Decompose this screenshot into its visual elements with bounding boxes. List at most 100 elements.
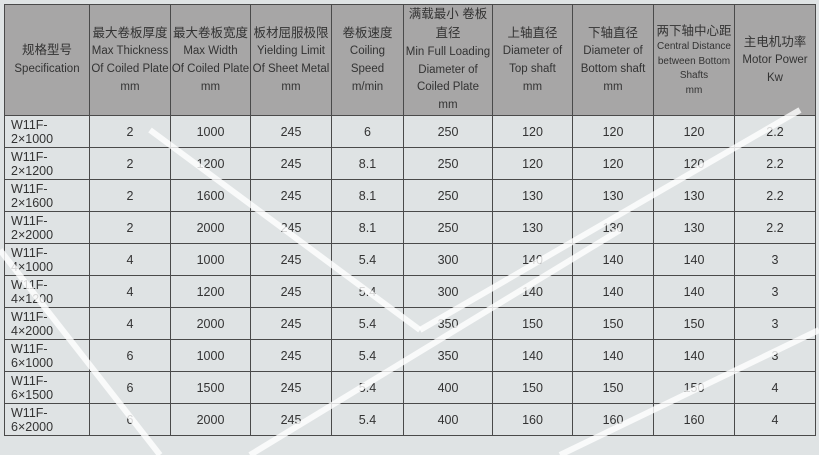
value-cell: 2 <box>89 211 171 244</box>
value-cell: 150 <box>492 307 573 340</box>
table-row: W11F-6×2000 6 2000 245 5.4 400 160 160 160 4 <box>4 403 816 436</box>
header-en: between Bottom <box>657 55 731 67</box>
value-cell: 1000 <box>170 243 251 276</box>
header-zh: 最大卷板宽度 <box>172 25 248 40</box>
header-en: Shafts <box>679 70 709 82</box>
model-cell: W11F-6×2000 <box>4 403 90 436</box>
header-zh: 上轴直径 <box>507 25 558 40</box>
header-en: Yielding Limit <box>257 44 325 57</box>
value-cell: 250 <box>403 115 493 148</box>
value-cell: 160 <box>492 403 573 436</box>
value-cell: 8.1 <box>331 147 404 180</box>
value-cell: 4 <box>734 403 816 436</box>
column-header: 板材屈服极限 Yielding Limit Of Sheet Metal mm <box>250 4 332 116</box>
value-cell: 1200 <box>170 147 251 180</box>
table-row: W11F-6×1000 6 1000 245 5.4 350 140 140 140 3 <box>4 339 816 372</box>
value-cell: 350 <box>403 339 493 372</box>
value-cell: 130 <box>653 179 735 212</box>
header-zh: 最大卷板厚度 <box>92 25 168 40</box>
value-cell: 120 <box>572 115 654 148</box>
value-cell: 245 <box>250 147 332 180</box>
value-cell: 2 <box>89 147 171 180</box>
value-cell: 245 <box>250 371 332 404</box>
header-zh: 卷板速度 <box>342 25 393 40</box>
model-cell: W11F-2×1600 <box>4 179 90 212</box>
value-cell: 250 <box>403 147 493 180</box>
header-en: Central Distance <box>657 41 731 53</box>
value-cell: 300 <box>403 243 493 276</box>
value-cell: 1500 <box>170 371 251 404</box>
value-cell: 3 <box>734 339 816 372</box>
value-cell: 160 <box>572 403 654 436</box>
value-cell: 4 <box>734 371 816 404</box>
value-cell: 5.4 <box>331 275 404 308</box>
value-cell: 250 <box>403 179 493 212</box>
value-cell: 150 <box>492 371 573 404</box>
value-cell: 1200 <box>170 275 251 308</box>
value-cell: 6 <box>89 403 171 436</box>
value-cell: 1000 <box>170 115 251 148</box>
header-zh: 规格型号 <box>21 43 72 58</box>
table-row: W11F-2×1600 2 1600 245 8.1 250 130 130 130 2.2 <box>4 179 816 212</box>
value-cell: 4 <box>89 307 171 340</box>
header-en: mm <box>438 99 458 112</box>
value-cell: 245 <box>250 243 332 276</box>
value-cell: 120 <box>653 115 735 148</box>
value-cell: 140 <box>492 339 573 372</box>
value-cell: 2.2 <box>734 179 816 212</box>
column-header: 两下轴中心距 Central Distance between Bottom Shaf… <box>653 4 735 116</box>
header-en: Top shaft <box>509 62 556 75</box>
header-en: Specification <box>14 62 80 75</box>
value-cell: 130 <box>492 211 573 244</box>
header-en: mm <box>200 80 221 93</box>
value-cell: 140 <box>653 243 735 276</box>
value-cell: 245 <box>250 179 332 212</box>
value-cell: 150 <box>653 371 735 404</box>
value-cell: 4 <box>89 275 171 308</box>
value-cell: 150 <box>572 371 654 404</box>
header-en: mm <box>281 80 301 93</box>
value-cell: 245 <box>250 115 332 148</box>
column-header: 上轴直径 Diameter of Top shaft mm <box>492 4 573 116</box>
value-cell: 130 <box>492 179 573 212</box>
table-row: W11F-4×2000 4 2000 245 5.4 350 150 150 150 3 <box>4 307 816 340</box>
value-cell: 245 <box>250 403 332 436</box>
value-cell: 3 <box>734 275 816 308</box>
model-cell: W11F-6×1500 <box>4 371 90 404</box>
column-header: 主电机功率 Motor Power Kw <box>734 4 816 116</box>
value-cell: 250 <box>403 211 493 244</box>
value-cell: 6 <box>89 339 171 372</box>
header-en: mm <box>522 80 543 93</box>
header-en: Bottom shaft <box>580 62 646 75</box>
value-cell: 2000 <box>170 307 251 340</box>
header-en: Diameter of <box>502 44 563 57</box>
value-cell: 2000 <box>170 403 251 436</box>
value-cell: 140 <box>653 275 735 308</box>
column-header: 最大卷板厚度 Max Thickness Of Coiled Plate mm <box>89 4 171 116</box>
column-header: 下轴直径 Diameter of Bottom shaft mm <box>572 4 654 116</box>
table-row: W11F-2×2000 2 2000 245 8.1 250 130 130 130 2.2 <box>4 211 816 244</box>
value-cell: 2.2 <box>734 211 816 244</box>
value-cell: 2 <box>89 179 171 212</box>
value-cell: 130 <box>572 211 654 244</box>
header-en: Coiled Plate <box>416 81 479 94</box>
value-cell: 4 <box>89 243 171 276</box>
header-en: Max Width <box>183 44 238 57</box>
value-cell: 5.4 <box>331 243 404 276</box>
column-header: 最大卷板宽度 Max Width Of Coiled Plate mm <box>170 4 251 116</box>
value-cell: 5.4 <box>331 339 404 372</box>
header-en: Of Coiled Plate <box>91 62 169 75</box>
value-cell: 2.2 <box>734 147 816 180</box>
value-cell: 245 <box>250 307 332 340</box>
header-en: Of Sheet Metal <box>252 62 330 75</box>
value-cell: 140 <box>653 339 735 372</box>
value-cell: 1600 <box>170 179 251 212</box>
value-cell: 2.2 <box>734 115 816 148</box>
value-cell: 3 <box>734 243 816 276</box>
spec-table: 规格型号 Specification 最大卷板厚度 Max Thickness Of C… <box>4 4 816 436</box>
value-cell: 245 <box>250 339 332 372</box>
value-cell: 400 <box>403 403 493 436</box>
table-row: W11F-2×1000 2 1000 245 6 250 120 120 120 2.2 <box>4 115 816 148</box>
value-cell: 120 <box>492 115 573 148</box>
model-cell: W11F-2×1000 <box>4 115 90 148</box>
